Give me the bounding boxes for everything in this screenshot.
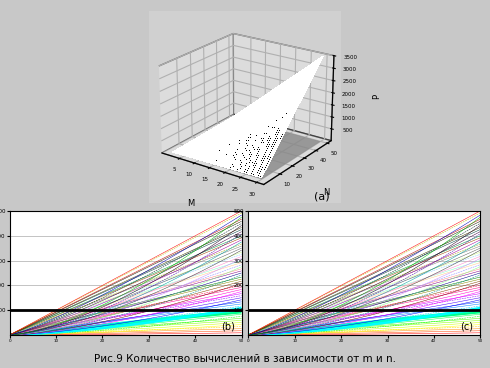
X-axis label: M: M	[187, 199, 195, 208]
Text: Рис.9 Количество вычислений в зависимости от m и n.: Рис.9 Количество вычислений в зависимост…	[94, 354, 396, 364]
Text: (a): (a)	[314, 191, 329, 201]
Text: (c): (c)	[460, 321, 473, 331]
Y-axis label: N: N	[323, 188, 330, 197]
Text: (b): (b)	[220, 321, 235, 331]
